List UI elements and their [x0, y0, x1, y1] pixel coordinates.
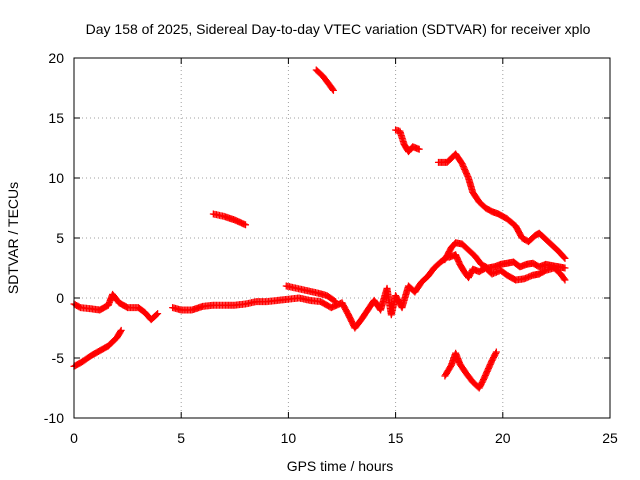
data-point	[560, 275, 568, 283]
data-point	[561, 264, 569, 272]
y-axis-label: SDTVAR / TECUs	[5, 182, 21, 294]
y-axis-ticks: -10 -5 0 5 10 15 20	[44, 50, 610, 426]
data-point	[492, 349, 500, 357]
data-point	[492, 348, 500, 356]
data-point	[154, 310, 162, 318]
y-tick-label: 5	[56, 230, 64, 246]
x-tick-label: 5	[177, 430, 185, 446]
data-point	[332, 298, 340, 306]
x-tick-label: 0	[70, 430, 78, 446]
data-point	[153, 311, 161, 319]
x-axis-label: GPS time / hours	[287, 458, 394, 474]
data-point	[560, 253, 568, 261]
x-tick-label: 20	[495, 430, 511, 446]
data-point	[561, 276, 569, 284]
y-tick-label: 0	[56, 290, 64, 306]
x-axis-ticks: 0 5 10 15 20 25	[70, 58, 618, 446]
y-tick-label: 10	[48, 170, 64, 186]
y-tick-label: 20	[48, 50, 64, 66]
grid	[74, 58, 610, 418]
data-point	[117, 326, 125, 334]
data-point	[116, 328, 124, 336]
chart-title: Day 158 of 2025, Sidereal Day-to-day VTE…	[86, 21, 591, 37]
data-point	[330, 297, 338, 305]
x-tick-label: 25	[602, 430, 618, 446]
data-point	[415, 145, 423, 153]
y-tick-label: -5	[52, 350, 65, 366]
x-tick-label: 10	[281, 430, 297, 446]
data-points	[70, 66, 569, 392]
x-tick-label: 15	[388, 430, 404, 446]
data-point	[329, 85, 337, 93]
y-tick-label: 15	[48, 110, 64, 126]
data-point	[242, 221, 250, 229]
data-point	[329, 86, 337, 94]
data-point	[561, 254, 569, 262]
y-tick-label: -10	[44, 410, 64, 426]
